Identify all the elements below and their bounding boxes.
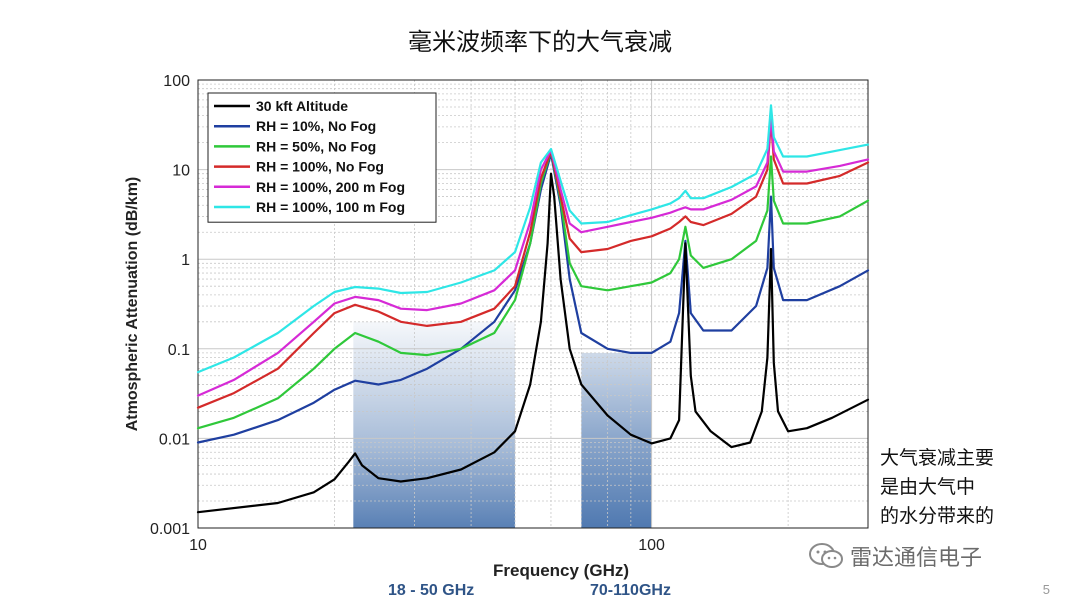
y-axis-label: Atmospheric Attenuation (dB/km) [124, 177, 141, 432]
shaded-bands [353, 321, 652, 528]
wechat-icon [809, 543, 843, 568]
y-tick-label: 100 [163, 73, 190, 90]
side-note-line: 大气衰减主要 [880, 447, 995, 469]
shaded-band [581, 352, 652, 528]
y-tick-label: 10 [172, 163, 190, 180]
legend-label: 30 kft Altitude [256, 98, 348, 114]
tick-labels: 0.001 0.01 0.1 1 10 100 10 100 [150, 73, 665, 554]
side-note-line: 是由大气中 [880, 476, 976, 498]
y-tick-label: 0.001 [150, 521, 190, 538]
x-tick-label: 100 [638, 537, 665, 554]
series-line [196, 150, 870, 430]
page-number: 5 [1042, 582, 1050, 597]
band-label-18-50: 18 - 50 GHz [388, 582, 475, 599]
series-line [196, 104, 870, 374]
plot-frame [197, 79, 869, 529]
side-note-line: 的水分带来的 [880, 505, 995, 527]
x-axis-label: Frequency (GHz) [493, 561, 629, 580]
side-note: 大气衰减主要 是由大气中 的水分带来的 [880, 444, 994, 531]
legend: 30 kft Altitude RH = 10%, No Fog RH = 50%,… [207, 92, 437, 223]
series-line [196, 152, 870, 444]
legend-label: RH = 100%, 200 m Fog [256, 179, 405, 195]
legend-label: RH = 50%, No Fog [256, 138, 376, 154]
y-tick-label: 0.01 [159, 431, 190, 448]
legend-label: RH = 10%, No Fog [256, 118, 376, 134]
y-tick-label: 0.1 [168, 342, 190, 359]
watermark: 雷达通信电子 [808, 540, 982, 572]
slide-title: 毫米波频率下的大气衰减 [408, 28, 672, 56]
watermark-text: 雷达通信电子 [850, 546, 983, 571]
y-tick-label: 1 [181, 252, 190, 269]
legend-label: RH = 100%, 100 m Fog [256, 199, 405, 215]
x-tick-label: 10 [189, 537, 207, 554]
band-label-70-110: 70-110GHz [590, 582, 671, 599]
legend-label: RH = 100%, No Fog [256, 159, 384, 175]
series-lines [196, 104, 870, 514]
series-line [196, 172, 870, 514]
shaded-band [353, 321, 516, 528]
legend-box [207, 92, 437, 223]
